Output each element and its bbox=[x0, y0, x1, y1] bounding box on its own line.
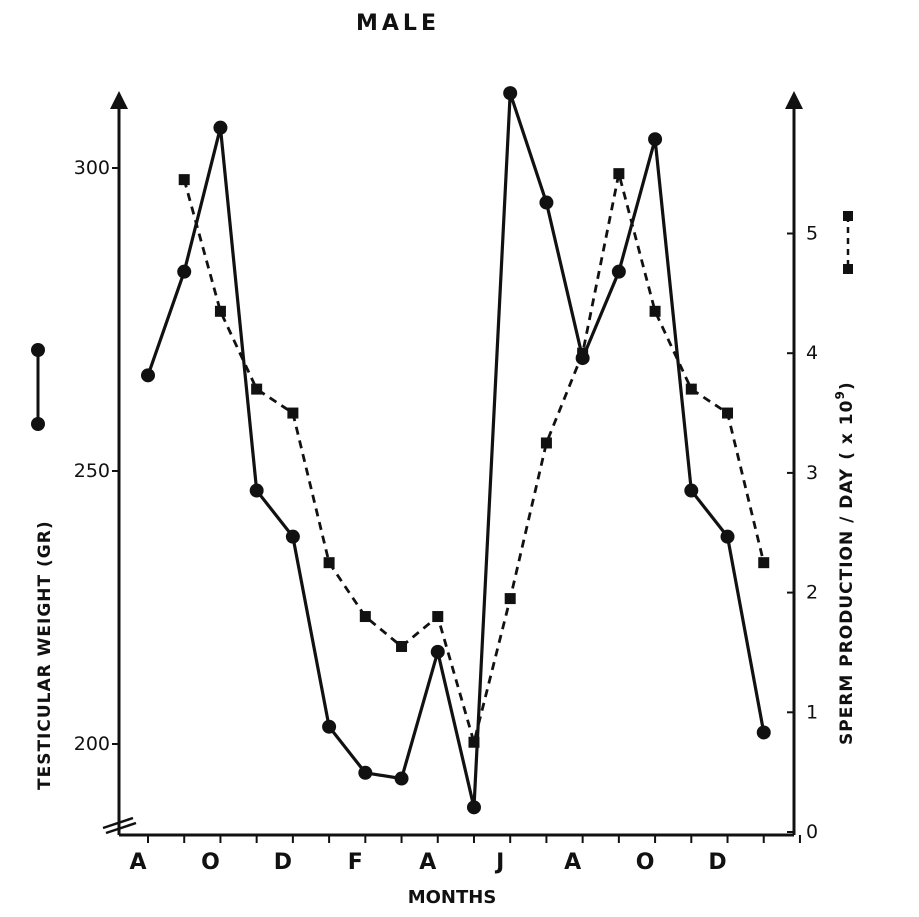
data-point-circle bbox=[141, 368, 155, 383]
series-layer bbox=[141, 86, 771, 815]
right-axis-label-exp: 9 bbox=[833, 390, 847, 399]
data-point-square bbox=[722, 407, 734, 419]
left-tick-label: 300 bbox=[74, 157, 110, 179]
right-tick-label: 5 bbox=[806, 223, 818, 245]
x-tick-label: A bbox=[564, 850, 581, 875]
x-tick-label: D bbox=[708, 850, 726, 875]
left-tick-label: 200 bbox=[74, 733, 110, 755]
right-tick-label: 4 bbox=[806, 342, 818, 364]
data-point-square bbox=[323, 557, 335, 569]
data-point-circle bbox=[285, 529, 300, 544]
data-point-square bbox=[649, 305, 661, 317]
right-tick-label: 0 bbox=[806, 821, 818, 843]
right-tick-label: 3 bbox=[806, 462, 818, 484]
data-point-square bbox=[251, 383, 263, 395]
x-axis-label: MONTHS bbox=[408, 887, 497, 908]
legend-testicular-weight bbox=[31, 343, 45, 431]
data-point-circle bbox=[177, 264, 192, 279]
data-point-circle bbox=[648, 132, 663, 147]
series-line-1 bbox=[182, 173, 766, 748]
data-point-square bbox=[359, 611, 371, 623]
data-point-circle bbox=[756, 725, 771, 740]
data-point-circle bbox=[611, 264, 626, 279]
data-point-square bbox=[396, 640, 408, 652]
data-point-square bbox=[468, 736, 480, 748]
data-point-circle bbox=[539, 195, 554, 210]
x-tick-label: F bbox=[348, 850, 363, 875]
data-point-circle bbox=[213, 120, 228, 135]
data-point-square bbox=[540, 437, 552, 449]
left-tick-300: 300 bbox=[74, 157, 119, 179]
data-point-square bbox=[613, 168, 625, 180]
data-point-square bbox=[504, 593, 516, 605]
right-ticks: 0 1 2 3 4 5 bbox=[787, 223, 818, 843]
left-tick-label: 250 bbox=[74, 460, 110, 482]
data-point-square bbox=[214, 305, 226, 317]
x-tick-label: J bbox=[494, 850, 504, 875]
series-line-0 bbox=[146, 92, 766, 808]
data-point-square bbox=[178, 174, 190, 186]
right-tick-label: 2 bbox=[806, 582, 818, 604]
right-axis-label-unit: ( x 10 bbox=[837, 400, 857, 460]
right-axis-label-close: ) bbox=[837, 381, 857, 390]
data-point-circle bbox=[358, 765, 373, 780]
x-tick-label: A bbox=[419, 850, 436, 875]
data-point-circle bbox=[503, 86, 518, 101]
data-point-circle bbox=[466, 800, 481, 815]
data-point-square bbox=[287, 407, 299, 419]
data-point-square bbox=[577, 347, 589, 359]
right-axis-label-main: SPERM PRODUCTION / DAY bbox=[837, 468, 857, 745]
data-point-square bbox=[685, 383, 697, 395]
chart-title: MALE bbox=[356, 11, 440, 36]
left-axis-label: TESTICULAR WEIGHT (GR) bbox=[35, 520, 55, 790]
right-tick-label: 1 bbox=[806, 701, 818, 723]
x-tick-label: O bbox=[636, 850, 655, 875]
data-point-square bbox=[432, 611, 444, 623]
axis-break-icon bbox=[102, 816, 137, 835]
data-point-circle bbox=[720, 529, 735, 544]
data-point-circle bbox=[249, 483, 264, 498]
x-tick-label: D bbox=[274, 850, 292, 875]
data-point-circle bbox=[394, 771, 409, 786]
data-point-square bbox=[758, 557, 770, 569]
left-tick-250: 250 bbox=[74, 460, 119, 482]
data-point-circle bbox=[322, 719, 337, 734]
x-tick-label: A bbox=[129, 850, 146, 875]
legend-sperm-production bbox=[843, 211, 853, 274]
left-tick-200: 200 bbox=[74, 733, 119, 755]
data-point-circle bbox=[684, 483, 699, 498]
right-axis-label: SPERM PRODUCTION / DAY ( x 109) bbox=[833, 381, 857, 745]
x-tick-label: O bbox=[201, 850, 220, 875]
data-point-circle bbox=[430, 644, 445, 659]
